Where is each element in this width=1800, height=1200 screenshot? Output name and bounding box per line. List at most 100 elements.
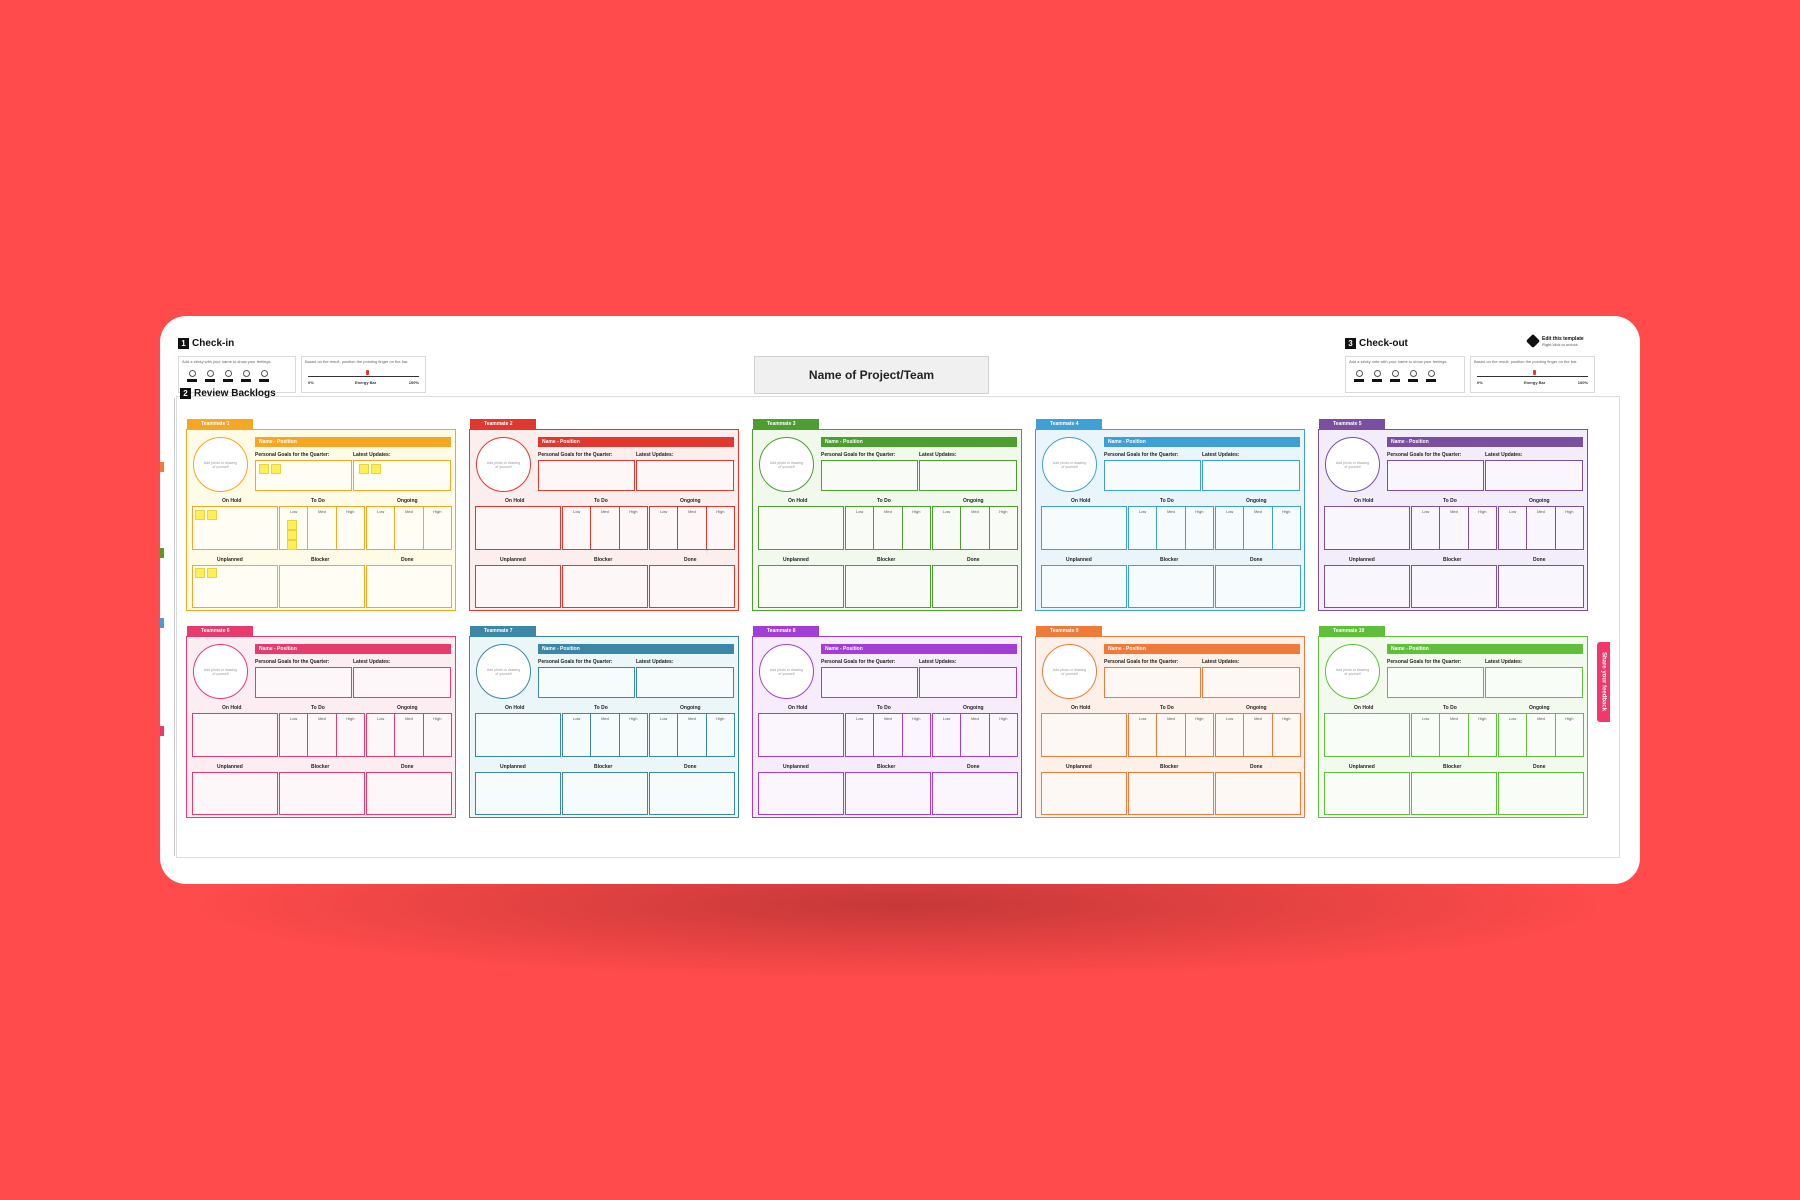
unplanned-box[interactable] [1324, 772, 1410, 815]
teammate-panel[interactable]: Teammate 10 Add photo or drawing of your… [1318, 626, 1588, 818]
checkout-mood-panel[interactable]: Add a sticky note with your name to show… [1345, 356, 1465, 393]
ongoing-box[interactable]: Low Med High [932, 713, 1018, 757]
updates-box[interactable] [353, 460, 451, 491]
blocker-box[interactable] [1128, 772, 1214, 815]
name-position-bar[interactable]: Name - Position [1387, 644, 1583, 654]
goals-box[interactable] [538, 667, 635, 698]
blocker-box[interactable] [1411, 772, 1497, 815]
on-hold-box[interactable] [1041, 713, 1127, 757]
sticky-note[interactable] [259, 464, 269, 474]
teammate-panel[interactable]: Teammate 1 Add photo or drawing of yours… [186, 419, 456, 611]
updates-box[interactable] [636, 667, 734, 698]
sticky-note[interactable] [359, 464, 369, 474]
avatar[interactable]: Add photo or drawing of yourself [1325, 644, 1380, 699]
mood-face-icon[interactable] [1390, 370, 1400, 382]
name-position-bar[interactable]: Name - Position [255, 644, 451, 654]
avatar[interactable]: Add photo or drawing of yourself [476, 644, 531, 699]
updates-box[interactable] [1485, 667, 1583, 698]
on-hold-box[interactable] [192, 506, 278, 550]
unplanned-box[interactable] [1324, 565, 1410, 608]
name-position-bar[interactable]: Name - Position [538, 644, 734, 654]
to-do-box[interactable]: Low Med High [845, 713, 931, 757]
name-position-bar[interactable]: Name - Position [255, 437, 451, 447]
done-box[interactable] [932, 565, 1018, 608]
blocker-box[interactable] [845, 565, 931, 608]
unplanned-box[interactable] [758, 565, 844, 608]
ongoing-box[interactable]: Low Med High [366, 506, 452, 550]
to-do-box[interactable]: Low Med High [1411, 506, 1497, 550]
on-hold-box[interactable] [758, 506, 844, 550]
sticky-note[interactable] [195, 568, 205, 578]
teammate-panel[interactable]: Teammate 2 Add photo or drawing of yours… [469, 419, 739, 611]
mood-face-icon[interactable] [1354, 370, 1364, 382]
pointer-icon[interactable] [1533, 370, 1536, 375]
sticky-note[interactable] [195, 510, 205, 520]
teammate-panel[interactable]: Teammate 8 Add photo or drawing of yours… [752, 626, 1022, 818]
to-do-box[interactable]: Low Med High [1411, 713, 1497, 757]
unplanned-box[interactable] [475, 772, 561, 815]
feedback-tab[interactable]: Share your feedback [1597, 642, 1610, 722]
avatar[interactable]: Add photo or drawing of yourself [193, 644, 248, 699]
avatar[interactable]: Add photo or drawing of yourself [759, 644, 814, 699]
unplanned-box[interactable] [758, 772, 844, 815]
mood-face-icon[interactable] [1372, 370, 1382, 382]
avatar[interactable]: Add photo or drawing of yourself [476, 437, 531, 492]
on-hold-box[interactable] [192, 713, 278, 757]
on-hold-box[interactable] [475, 713, 561, 757]
ongoing-box[interactable]: Low Med High [1498, 713, 1584, 757]
unplanned-box[interactable] [475, 565, 561, 608]
done-box[interactable] [649, 565, 735, 608]
done-box[interactable] [366, 772, 452, 815]
energy-bar[interactable]: 0% Energy Bar 100% [1477, 370, 1588, 386]
sticky-note[interactable] [371, 464, 381, 474]
avatar[interactable]: Add photo or drawing of yourself [193, 437, 248, 492]
goals-box[interactable] [1104, 667, 1201, 698]
mood-face-icon[interactable] [259, 370, 269, 382]
done-box[interactable] [366, 565, 452, 608]
done-box[interactable] [1215, 772, 1301, 815]
ongoing-box[interactable]: Low Med High [649, 713, 735, 757]
avatar[interactable]: Add photo or drawing of yourself [1042, 437, 1097, 492]
checkin-mood-panel[interactable]: Add a sticky with your name to show your… [178, 356, 296, 393]
goals-box[interactable] [538, 460, 635, 491]
sticky-note[interactable] [207, 510, 217, 520]
ongoing-box[interactable]: Low Med High [1498, 506, 1584, 550]
name-position-bar[interactable]: Name - Position [1104, 437, 1300, 447]
unplanned-box[interactable] [1041, 565, 1127, 608]
goals-box[interactable] [1387, 460, 1484, 491]
blocker-box[interactable] [845, 772, 931, 815]
blocker-box[interactable] [279, 772, 365, 815]
sticky-note[interactable] [207, 568, 217, 578]
mood-face-icon[interactable] [187, 370, 197, 382]
teammate-panel[interactable]: Teammate 4 Add photo or drawing of yours… [1035, 419, 1305, 611]
blocker-box[interactable] [562, 565, 648, 608]
teammate-panel[interactable]: Teammate 6 Add photo or drawing of yours… [186, 626, 456, 818]
ongoing-box[interactable]: Low Med High [1215, 506, 1301, 550]
avatar[interactable]: Add photo or drawing of yourself [1042, 644, 1097, 699]
blocker-box[interactable] [562, 772, 648, 815]
name-position-bar[interactable]: Name - Position [821, 437, 1017, 447]
done-box[interactable] [1498, 772, 1584, 815]
updates-box[interactable] [1485, 460, 1583, 491]
unplanned-box[interactable] [1041, 772, 1127, 815]
mood-face-icon[interactable] [223, 370, 233, 382]
to-do-box[interactable]: Low Med High [279, 713, 365, 757]
mood-face-icon[interactable] [241, 370, 251, 382]
pointer-icon[interactable] [366, 370, 369, 375]
sticky-note[interactable] [271, 464, 281, 474]
done-box[interactable] [932, 772, 1018, 815]
updates-box[interactable] [919, 460, 1017, 491]
updates-box[interactable] [1202, 667, 1300, 698]
ongoing-box[interactable]: Low Med High [932, 506, 1018, 550]
ongoing-box[interactable]: Low Med High [1215, 713, 1301, 757]
checkin-energy-panel[interactable]: Based on the result, position the pointi… [301, 356, 426, 393]
ongoing-box[interactable]: Low Med High [649, 506, 735, 550]
mood-face-icon[interactable] [1408, 370, 1418, 382]
to-do-box[interactable]: Low Med High [562, 506, 648, 550]
blocker-box[interactable] [1411, 565, 1497, 608]
on-hold-box[interactable] [475, 506, 561, 550]
done-box[interactable] [1498, 565, 1584, 608]
edit-template-note[interactable]: Edit this template Right-click to unlock [1525, 333, 1584, 349]
sticky-note[interactable] [287, 520, 297, 530]
avatar[interactable]: Add photo or drawing of yourself [759, 437, 814, 492]
